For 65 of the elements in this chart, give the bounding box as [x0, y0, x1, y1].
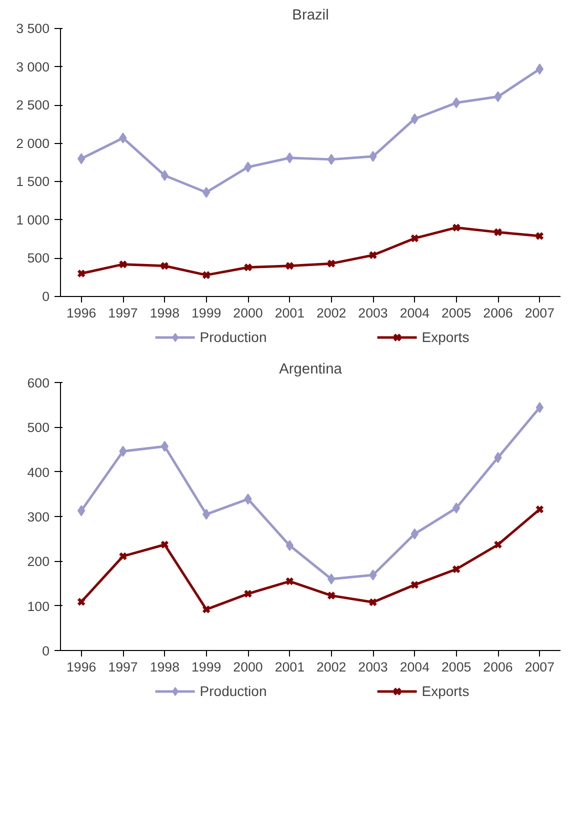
point: [160, 262, 169, 270]
y-tick-label: 0: [42, 644, 50, 658]
x-tick-label: 2001: [274, 306, 304, 320]
y-tick-label: 500: [27, 420, 50, 436]
y-tick-label: 3 000: [16, 59, 50, 74]
y-tick-label: 0: [42, 289, 50, 304]
x-tick-label: 2007: [524, 306, 554, 320]
point: [327, 591, 336, 600]
point: [452, 564, 461, 574]
point: [244, 589, 252, 598]
y-tick-label: 1 000: [16, 212, 50, 228]
x-tick-label: 1998: [150, 306, 180, 320]
legend-label: Production: [200, 683, 267, 699]
y-tick-label: 2 500: [16, 98, 50, 113]
x-tick-label: 2005: [442, 306, 472, 320]
point: [160, 540, 169, 549]
y-tick-label: 200: [27, 554, 50, 570]
y-tick-label: 3 500: [16, 21, 50, 36]
x-tick-label: 1997: [108, 660, 138, 674]
point: [452, 223, 461, 232]
x-tick-label: 2005: [442, 660, 472, 674]
y-tick-label: 2 000: [16, 136, 50, 151]
x-tick-label: 2003: [358, 660, 388, 674]
y-tick-label: 300: [27, 510, 50, 524]
x-tick-label: 2002: [316, 660, 346, 674]
legend-label: Exports: [422, 329, 470, 345]
point: [118, 260, 128, 269]
x-tick-label: 1997: [108, 306, 138, 320]
point: [410, 580, 419, 590]
point: [494, 540, 502, 549]
legend-label: Production: [200, 329, 267, 345]
x-tick-label: 2004: [400, 306, 430, 320]
x-tick-label: 2004: [400, 660, 430, 674]
x-tick-label: 1999: [192, 660, 222, 674]
point: [202, 270, 211, 280]
point: [118, 552, 128, 561]
x-tick-label: 2003: [358, 306, 388, 320]
x-tick-label: 2006: [483, 660, 513, 674]
y-tick-label: 1 500: [16, 174, 50, 190]
x-tick-label: 2001: [274, 660, 304, 674]
chart-title: Brazil: [292, 8, 329, 24]
point: [368, 250, 378, 260]
y-tick-label: 400: [27, 464, 50, 480]
y-tick-label: 500: [27, 250, 50, 266]
point: [410, 234, 419, 243]
x-tick-label: 2002: [316, 306, 346, 320]
point: [327, 259, 336, 268]
legend-label: Exports: [422, 683, 470, 699]
point: [285, 262, 294, 270]
x-tick-label: 1999: [192, 306, 222, 320]
x-tick-label: 1996: [66, 660, 96, 674]
x-tick-label: 2006: [483, 306, 513, 320]
y-tick-label: 100: [27, 598, 50, 614]
x-tick-label: 2000: [233, 306, 263, 320]
point: [202, 605, 211, 614]
x-tick-label: 2000: [233, 660, 263, 674]
point: [244, 263, 252, 272]
y-tick-label: 600: [27, 376, 50, 390]
point: [368, 598, 378, 607]
point: [285, 576, 294, 586]
point: [494, 228, 502, 237]
x-tick-label: 2007: [524, 660, 554, 674]
x-tick-label: 1996: [66, 306, 96, 320]
x-tick-label: 1998: [150, 660, 180, 674]
chart-title: Argentina: [279, 362, 343, 378]
